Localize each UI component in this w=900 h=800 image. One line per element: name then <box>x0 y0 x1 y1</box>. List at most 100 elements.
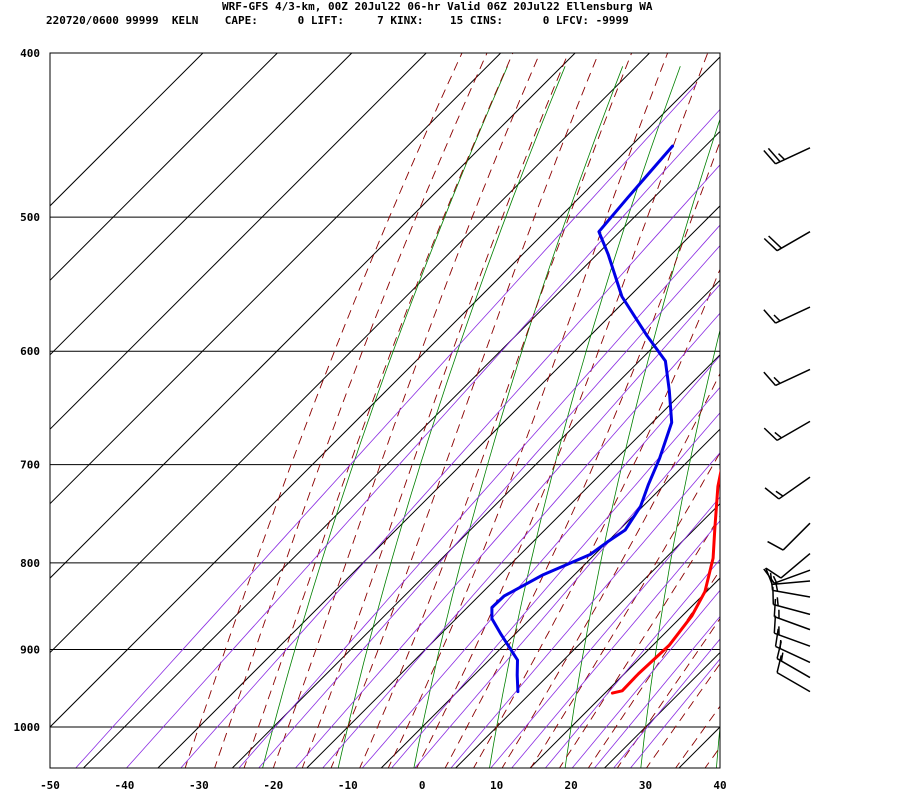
mixing-ratio-line <box>361 355 720 768</box>
dewpoint-profile <box>490 144 674 694</box>
x-tick-label: -10 <box>338 779 358 792</box>
wind-barb-staff <box>776 671 811 693</box>
x-tick-label: -20 <box>263 779 283 792</box>
wind-barb-flag <box>763 309 777 324</box>
wind-barb <box>773 598 811 631</box>
wind-barb-half-flag <box>773 376 781 384</box>
wind-barb <box>776 655 811 693</box>
x-tick-label: -50 <box>40 779 60 792</box>
wind-barb-staff <box>775 368 811 387</box>
wind-barb <box>769 572 811 598</box>
plot-frame <box>49 52 721 769</box>
mixing-ratio-line <box>258 244 720 768</box>
isotherm-line <box>529 577 720 768</box>
mixing-ratio-line <box>295 283 720 768</box>
wind-barb-flag <box>763 371 777 386</box>
dry-adiabat <box>489 66 681 768</box>
moist-adiabat <box>473 268 720 768</box>
moist-adiabat <box>330 53 600 768</box>
mixing-ratio-line <box>630 658 720 768</box>
pressure-tick-label: 600 <box>20 345 40 358</box>
wind-barb-half-flag <box>780 652 784 662</box>
wind-barbs <box>763 147 811 693</box>
isotherm-line <box>50 53 204 207</box>
isotherm-line <box>50 56 720 728</box>
x-tick-label: 40 <box>713 779 726 792</box>
moist-adiabat <box>558 515 720 768</box>
wind-barb-flag <box>773 598 777 617</box>
pressure-tick-label: 400 <box>20 47 40 60</box>
wind-barb-half-flag <box>775 582 779 592</box>
moist-adiabat <box>501 372 720 768</box>
wind-barb-flag <box>763 237 778 252</box>
wind-barb-flag <box>765 567 782 579</box>
dry-adiabat <box>337 66 566 768</box>
wind-barb-staff <box>775 147 811 165</box>
mixing-ratio-line <box>571 589 720 768</box>
x-tick-label: 20 <box>564 779 577 792</box>
wind-barb-half-flag <box>777 153 786 161</box>
moist-adiabat <box>416 53 709 768</box>
wind-barb-staff <box>776 420 811 442</box>
temperature-profile <box>610 468 720 695</box>
x-tick-label: 30 <box>639 779 652 792</box>
wind-barb-flag <box>767 147 781 163</box>
wind-barb-staff <box>774 632 811 647</box>
dry-adiabat <box>640 328 720 768</box>
moist-adiabat <box>530 451 720 768</box>
wind-barb-staff <box>773 603 811 616</box>
isotherm-line <box>50 53 278 282</box>
wind-barb <box>767 522 811 551</box>
moist-adiabat <box>243 53 514 768</box>
pressure-tick-label: 500 <box>20 211 40 224</box>
wind-barb <box>763 231 811 252</box>
isotherm-line <box>231 279 720 768</box>
moist-adiabat <box>272 53 541 768</box>
wind-barb-flag <box>763 150 777 165</box>
isotherm-line <box>455 502 720 768</box>
mixing-ratio-line <box>511 520 720 768</box>
pressure-tick-label: 900 <box>20 643 40 656</box>
mixing-ratio-line <box>545 558 720 768</box>
isotherm-line <box>50 53 576 579</box>
wind-barb-half-flag <box>772 575 778 585</box>
isotherm-line <box>380 428 720 768</box>
moist-adiabat <box>587 569 720 768</box>
wind-barb-staff <box>780 553 811 579</box>
wind-barb <box>765 553 811 579</box>
mixing-ratio-line <box>75 83 697 768</box>
mixing-ratio-line <box>490 496 720 768</box>
mixing-ratio-line <box>238 224 720 768</box>
isotherm-line <box>306 354 720 768</box>
station-indices: 220720/0600 99999 KELN CAPE: 0 LIFT: 7 K… <box>46 14 629 27</box>
wind-barb-flag <box>773 615 777 634</box>
moist-adiabat <box>387 53 669 768</box>
wind-barb-half-flag <box>775 490 784 497</box>
wind-barb-staff <box>772 589 811 598</box>
wind-barb-staff <box>778 476 811 500</box>
pressure-tick-label: 700 <box>20 459 40 472</box>
wind-barb <box>776 641 811 679</box>
moist-adiabat <box>675 705 720 768</box>
x-tick-label: 10 <box>490 779 503 792</box>
mixing-ratio-line <box>594 615 720 768</box>
mixing-ratio-line <box>391 386 720 768</box>
wind-barb-flag <box>776 641 782 659</box>
wind-barb <box>763 147 811 165</box>
wind-barb <box>772 586 811 616</box>
wind-barb-staff <box>772 580 811 586</box>
isotherm-line <box>50 53 427 430</box>
wind-barb-half-flag <box>773 314 781 322</box>
wind-barb-staff <box>774 569 811 584</box>
wind-barb <box>763 420 811 442</box>
moist-adiabat <box>444 140 720 768</box>
mixing-ratio-line <box>322 312 720 768</box>
isotherm-line <box>50 53 502 505</box>
wind-barb-flag <box>776 655 782 673</box>
dry-adiabat <box>868 66 900 768</box>
moist-adiabat <box>184 53 463 768</box>
dry-adiabat <box>564 117 720 768</box>
moist-adiabat <box>616 617 720 768</box>
wind-barb-flag <box>763 427 778 441</box>
